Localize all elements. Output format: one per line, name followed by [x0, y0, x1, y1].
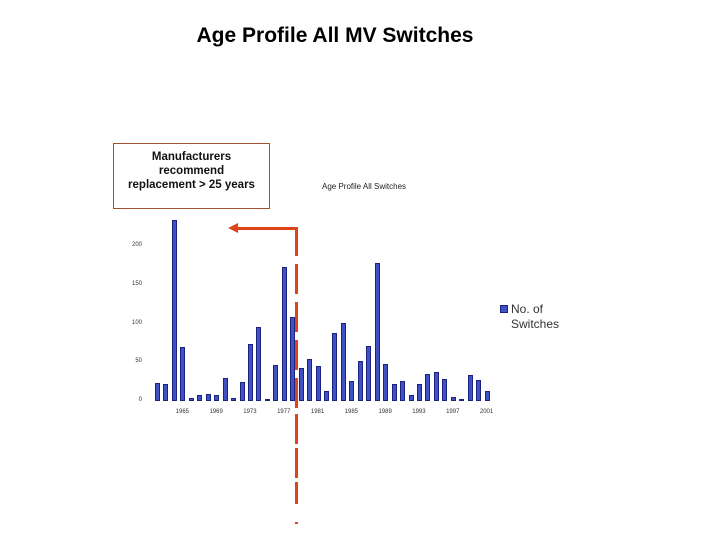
callout-line-2: recommend: [158, 165, 225, 177]
bar: [340, 322, 346, 401]
bar: [433, 372, 439, 401]
y-tick-label: 150: [131, 280, 142, 287]
bar: [163, 383, 169, 401]
bar: [256, 327, 262, 401]
bar: [171, 220, 177, 401]
legend-swatch-icon: [500, 305, 508, 313]
dash-segment: [295, 302, 298, 332]
bar: [197, 394, 203, 401]
bar: [231, 397, 237, 401]
callout-line-3: replacement > 25 years: [128, 179, 255, 191]
bar: [298, 367, 304, 401]
bar: [425, 373, 431, 401]
legend-label-line-1: No. of: [511, 302, 544, 316]
bar: [155, 383, 160, 401]
page-title: Age Profile All MV Switches: [196, 24, 474, 47]
x-tick-label: 1993: [412, 409, 426, 415]
bar: [349, 380, 355, 401]
bar: [459, 398, 465, 401]
bar: [264, 399, 270, 401]
bar: [416, 383, 422, 401]
x-tick-label: 1981: [310, 409, 325, 415]
bar: [290, 317, 296, 401]
bar: [205, 394, 211, 401]
y-tick-label: 200: [131, 242, 142, 248]
bar: [357, 360, 363, 401]
bar: [391, 383, 397, 401]
x-tick-label: 1977: [277, 409, 291, 415]
bar: [484, 390, 490, 401]
bar: [315, 366, 321, 401]
x-tick-label: 1965: [175, 409, 190, 415]
y-tick-label: 100: [131, 319, 142, 326]
x-tick-label: 1985: [344, 409, 359, 415]
arrow-left-icon: [228, 223, 238, 233]
bar: [332, 332, 338, 401]
bar: [281, 266, 287, 401]
bar: [450, 397, 456, 401]
bar: [222, 377, 228, 401]
arrow-shaft: [236, 227, 298, 230]
bar: [324, 390, 329, 401]
bar: [476, 380, 482, 401]
chart-title: Age Profile All Switches: [322, 182, 407, 191]
x-tick-label: 1989: [378, 409, 392, 415]
x-tick-label: 2001: [479, 409, 494, 415]
bar: [180, 346, 186, 401]
dash-segment: [295, 414, 298, 444]
bar: [188, 397, 194, 401]
bar: [408, 394, 414, 401]
bar: [247, 343, 253, 401]
bar: [366, 345, 372, 401]
x-tick-label: 1997: [446, 409, 460, 415]
dash-segment: [295, 378, 298, 408]
legend-label: No. of Switches: [511, 302, 581, 332]
dash-segment: [295, 482, 298, 504]
bar: [442, 379, 448, 401]
dash-segment: [295, 264, 298, 294]
bar: [307, 359, 313, 401]
x-tick-label: 1973: [243, 409, 257, 415]
y-tick-label: 50: [135, 358, 142, 365]
dash-segment: [295, 448, 298, 478]
x-tick-label: 1969: [209, 409, 223, 415]
bar: [467, 374, 473, 401]
bar: [239, 381, 245, 401]
y-tick-label: 0: [138, 397, 142, 403]
callout-line-1: Manufacturers: [151, 151, 232, 163]
legend-label-line-2: Switches: [511, 317, 560, 331]
bar: [374, 263, 380, 401]
dash-segment: [295, 340, 298, 370]
bar: [400, 380, 406, 401]
bar: [214, 394, 220, 401]
replacement-callout: Manufacturers recommend replacement > 25…: [113, 143, 270, 209]
dash-segment: [295, 522, 298, 524]
bar: [273, 364, 279, 401]
bar: [383, 363, 389, 401]
dash-segment: [295, 228, 298, 256]
